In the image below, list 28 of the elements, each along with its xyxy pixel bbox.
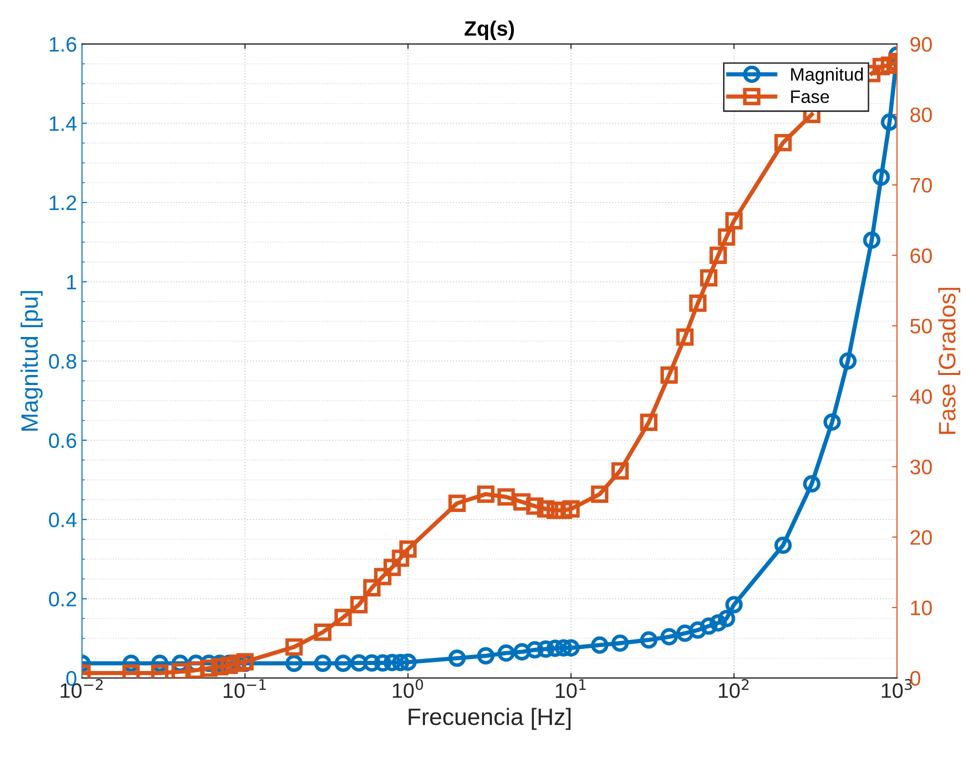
y2-tick-label: 30 xyxy=(910,460,932,474)
chart-title: Zq(s) xyxy=(464,20,514,40)
y-tick-label: 0.4 xyxy=(48,512,77,528)
y-tick-label: 0.6 xyxy=(48,433,76,448)
x-tick-label: 10$^{0}$ xyxy=(392,679,424,698)
y-tick-label: 0.2 xyxy=(48,592,76,607)
x-tick-label: 10$^{−1}$ xyxy=(224,679,266,698)
y-tick-label: 1.6 xyxy=(50,37,76,52)
x-tick-label: 10$^{2}$ xyxy=(718,679,749,698)
x-tick-label: 10$^{1}$ xyxy=(556,679,586,698)
y-tick-label: 0.8 xyxy=(48,354,76,369)
y2-tick-label: 60 xyxy=(910,248,932,264)
y-tick-label: 1.4 xyxy=(50,116,77,131)
y2-tick-label: 90 xyxy=(910,37,932,52)
y2-tick-label: 40 xyxy=(910,389,932,404)
y2-tick-label: 0 xyxy=(910,671,920,686)
y-tick-label: 1 xyxy=(67,274,76,290)
y2-tick-label: 50 xyxy=(910,318,932,334)
y2-tick-label: 80 xyxy=(910,107,932,122)
y2-tick-label: 10 xyxy=(911,600,932,616)
y-tick-label: 1.2 xyxy=(50,196,76,210)
legend-label: Fase xyxy=(791,90,830,104)
x-axis-title: Frecuencia [Hz] xyxy=(408,708,570,730)
legend-label: Magnitud xyxy=(791,68,863,84)
y2-tick-label: 20 xyxy=(910,530,932,545)
y2-tick-label: 70 xyxy=(910,178,932,193)
y-axis-title: Magnitud [pu] xyxy=(20,291,43,431)
y2-axis-title: Fase [Grados] xyxy=(938,288,960,434)
